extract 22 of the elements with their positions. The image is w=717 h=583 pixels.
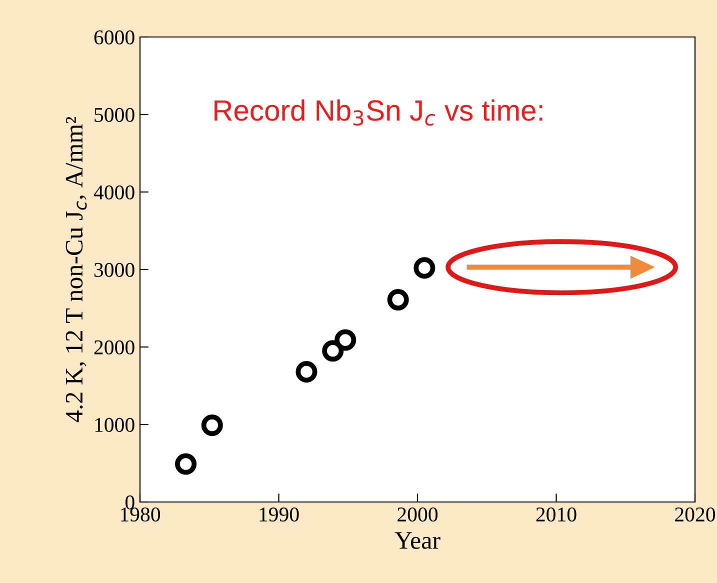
point	[201, 414, 223, 436]
y-tick-label: 4000	[94, 185, 134, 200]
x-tick-label: 2000	[398, 507, 438, 522]
x-tick-label: 2010	[536, 507, 576, 522]
annotation: Record Nb$_{3}$Sn J$_{c}$ vs time:	[214, 99, 542, 126]
point	[414, 257, 436, 279]
y-tick-label: 2000	[94, 340, 134, 354]
y-tick-label: 0	[126, 495, 134, 510]
y-tick-label: 5000	[94, 108, 134, 122]
y-tick-label: 6000	[94, 30, 134, 44]
point	[175, 453, 197, 475]
point	[387, 288, 409, 310]
x-axis-title: Year	[394, 532, 440, 549]
y-tick-label: 1000	[95, 418, 134, 432]
y-axis-title: 4.2 K, 12 T non-Cu J$_{c}$, A/mm²	[66, 116, 87, 422]
x-tick-label: 1990	[260, 507, 299, 522]
x-tick-label: 1980	[121, 507, 160, 522]
x-tick-label: 2020	[675, 507, 716, 522]
y-tick-label: 3000	[94, 262, 134, 277]
point	[322, 340, 344, 362]
point	[296, 361, 318, 383]
point	[334, 329, 356, 351]
